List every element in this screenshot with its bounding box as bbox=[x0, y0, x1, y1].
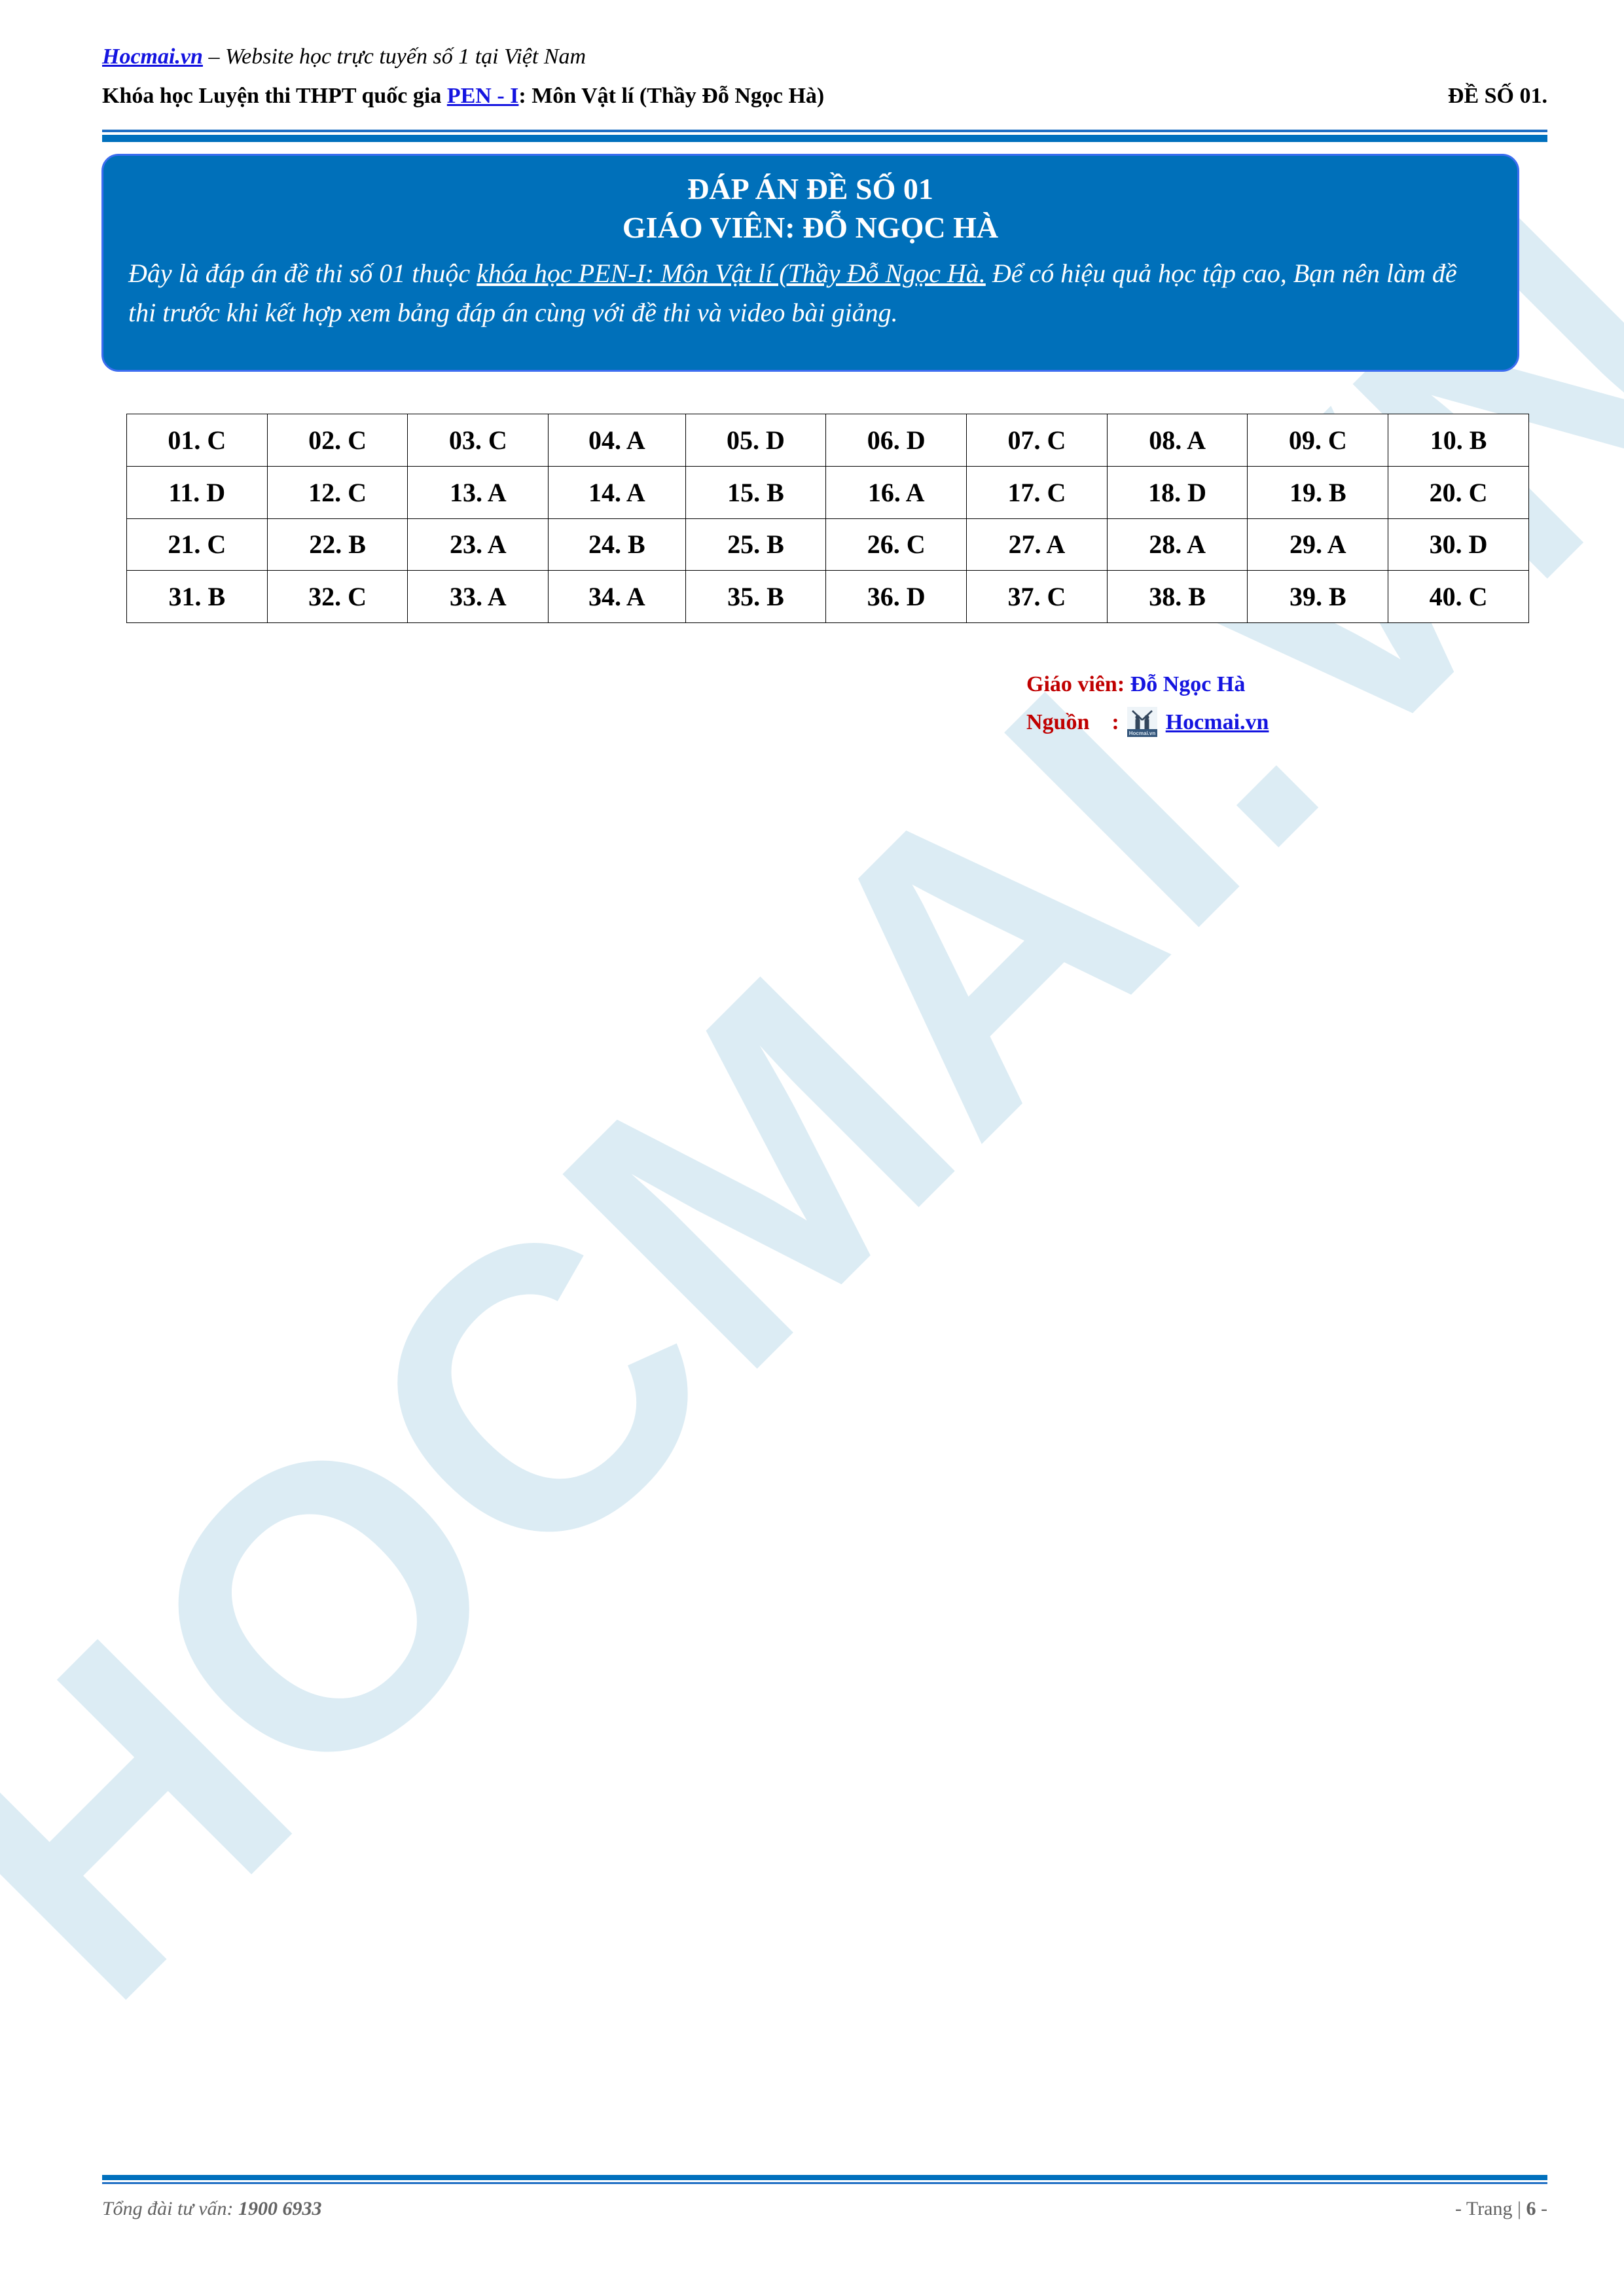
svg-text:Hocmai.vn: Hocmai.vn bbox=[1129, 730, 1156, 736]
